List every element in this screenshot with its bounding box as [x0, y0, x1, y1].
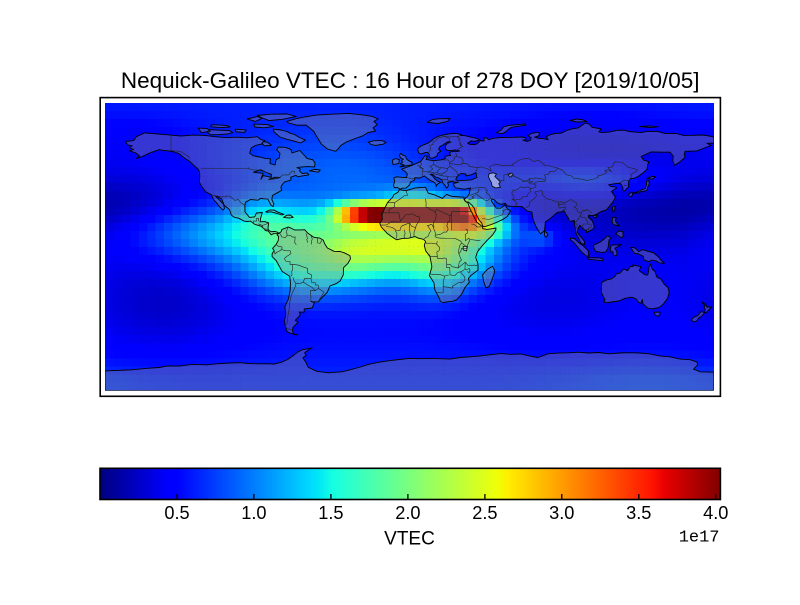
svg-text:Nequick-Galileo VTEC : 16 Hour: Nequick-Galileo VTEC : 16 Hour of 278 DO… — [121, 68, 700, 93]
svg-text:3.5: 3.5 — [626, 503, 651, 523]
svg-text:2.5: 2.5 — [472, 503, 497, 523]
svg-text:3.0: 3.0 — [549, 503, 574, 523]
svg-text:2.0: 2.0 — [395, 503, 420, 523]
svg-text:1.0: 1.0 — [241, 503, 266, 523]
svg-text:1.5: 1.5 — [318, 503, 343, 523]
svg-text:4.0: 4.0 — [703, 503, 728, 523]
svg-text:VTEC: VTEC — [384, 528, 435, 549]
svg-text:0.5: 0.5 — [164, 503, 189, 523]
svg-text:1e17: 1e17 — [679, 528, 720, 547]
